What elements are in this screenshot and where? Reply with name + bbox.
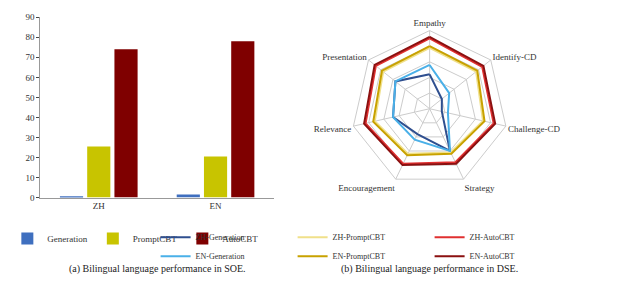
svg-text:50: 50 [26,93,36,103]
svg-text:40: 40 [26,113,36,123]
svg-text:Challenge-CD: Challenge-CD [508,124,560,134]
svg-text:90: 90 [26,12,36,22]
svg-text:ZH-PromptCBT: ZH-PromptCBT [333,233,386,242]
svg-text:EN-Generation: EN-Generation [196,252,245,261]
svg-text:80: 80 [26,32,36,42]
svg-text:Encouragement: Encouragement [338,183,395,193]
svg-text:0: 0 [30,193,35,203]
svg-text:EN-AutoCBT: EN-AutoCBT [470,252,515,261]
svg-text:PromptCBT: PromptCBT [133,234,178,244]
svg-text:10: 10 [26,173,36,183]
svg-text:Generation: Generation [47,234,87,244]
svg-text:20: 20 [26,153,36,163]
svg-text:Strategy: Strategy [465,183,495,193]
svg-text:EN-PromptCBT: EN-PromptCBT [333,252,386,261]
svg-text:60: 60 [26,73,36,83]
svg-text:Relevance: Relevance [314,124,351,134]
svg-text:EN: EN [210,201,222,211]
svg-text:Presentation: Presentation [322,52,367,62]
svg-text:Empathy: Empathy [413,18,446,28]
svg-text:70: 70 [26,52,36,62]
svg-text:ZH-AutoCBT: ZH-AutoCBT [470,233,515,242]
svg-text:(b) Bilingual language perform: (b) Bilingual language performance in DS… [341,263,518,275]
svg-text:30: 30 [26,133,36,143]
svg-text:ZH: ZH [93,201,105,211]
svg-text:Identify-CD: Identify-CD [493,52,537,62]
svg-text:(a) Bilingual language perform: (a) Bilingual language performance in SO… [69,263,246,275]
svg-text:ZH-Generation: ZH-Generation [196,233,245,242]
